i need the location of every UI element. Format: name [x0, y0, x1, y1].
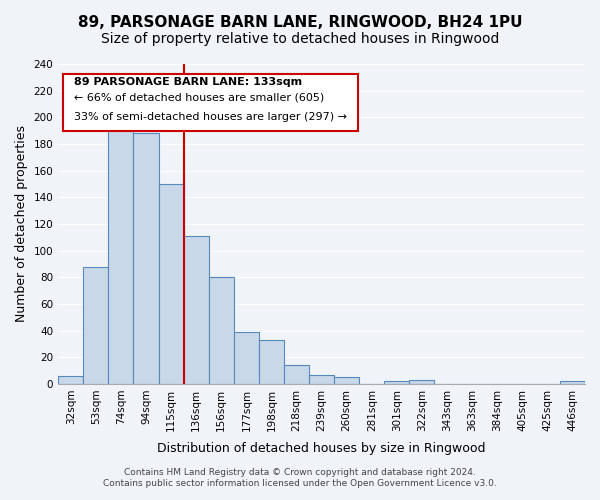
FancyBboxPatch shape: [64, 74, 358, 131]
Bar: [133, 134, 158, 384]
Bar: [209, 278, 234, 384]
Bar: [83, 266, 109, 384]
Bar: [334, 377, 359, 384]
Bar: [309, 374, 334, 384]
Bar: [234, 332, 259, 384]
Text: Size of property relative to detached houses in Ringwood: Size of property relative to detached ho…: [101, 32, 499, 46]
Bar: [385, 381, 409, 384]
Bar: [109, 122, 133, 384]
Bar: [560, 381, 585, 384]
Bar: [184, 236, 209, 384]
Bar: [259, 340, 284, 384]
Bar: [409, 380, 434, 384]
X-axis label: Distribution of detached houses by size in Ringwood: Distribution of detached houses by size …: [157, 442, 486, 455]
Text: 33% of semi-detached houses are larger (297) →: 33% of semi-detached houses are larger (…: [74, 112, 347, 122]
Text: ← 66% of detached houses are smaller (605): ← 66% of detached houses are smaller (60…: [74, 93, 324, 103]
Bar: [58, 376, 83, 384]
Text: 89, PARSONAGE BARN LANE, RINGWOOD, BH24 1PU: 89, PARSONAGE BARN LANE, RINGWOOD, BH24 …: [78, 15, 522, 30]
Text: Contains HM Land Registry data © Crown copyright and database right 2024.
Contai: Contains HM Land Registry data © Crown c…: [103, 468, 497, 487]
Bar: [284, 365, 309, 384]
Text: 89 PARSONAGE BARN LANE: 133sqm: 89 PARSONAGE BARN LANE: 133sqm: [74, 77, 302, 87]
Y-axis label: Number of detached properties: Number of detached properties: [15, 126, 28, 322]
Bar: [158, 184, 184, 384]
